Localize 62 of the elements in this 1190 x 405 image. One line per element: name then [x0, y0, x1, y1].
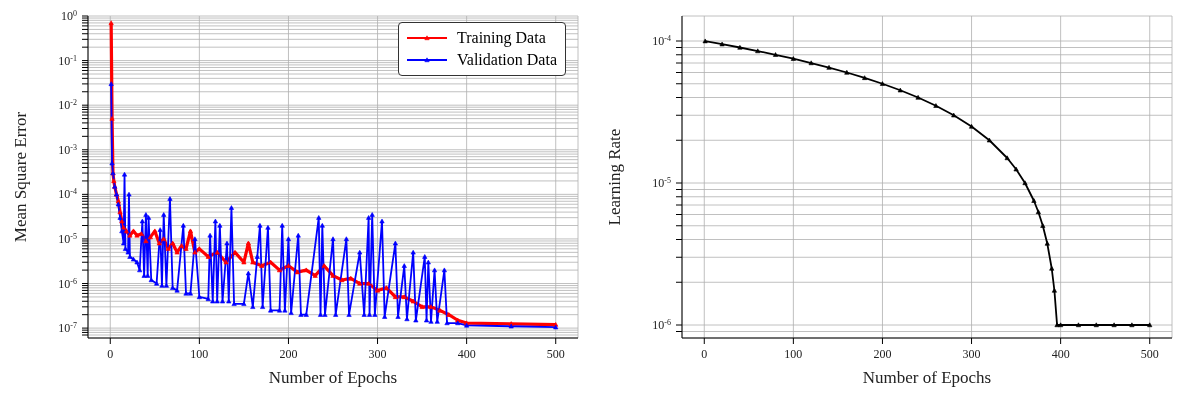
- point: [808, 60, 814, 66]
- point: [1129, 322, 1135, 328]
- point: [969, 124, 975, 129]
- point: [1051, 287, 1057, 293]
- point: [719, 41, 725, 47]
- y-tick-label: 10$^{-6}$: [58, 276, 77, 291]
- y-axis-title: Mean Square Error: [11, 111, 31, 243]
- y-axis-title: Learning Rate: [605, 128, 625, 226]
- point: [1022, 180, 1028, 186]
- x-tick-label: 400: [1051, 347, 1070, 361]
- point: [1040, 223, 1046, 228]
- x-tick-label: 500: [546, 347, 565, 361]
- point: [790, 56, 796, 61]
- point: [1054, 322, 1060, 328]
- point: [702, 38, 708, 44]
- y-tick-label: 10$^{0}$: [61, 8, 77, 23]
- y-tick-label: 10$^{-4}$: [652, 33, 671, 48]
- y-tick-label: 10$^{-6}$: [652, 317, 671, 332]
- point: [986, 137, 992, 143]
- point: [1147, 322, 1153, 328]
- point: [1049, 266, 1055, 271]
- x-tick-label: 100: [784, 347, 803, 361]
- point: [915, 95, 921, 100]
- y-tick-label: 10$^{-7}$: [58, 320, 77, 336]
- y-tick-label: 10$^{-4}$: [58, 186, 77, 202]
- point: [1075, 322, 1081, 328]
- y-tick-label: 10$^{-3}$: [58, 142, 77, 157]
- y-tick-label: 10$^{-1}$: [58, 53, 77, 68]
- legend-label: Training Data: [457, 28, 546, 49]
- legend-label: Validation Data: [457, 50, 557, 70]
- x-tick-label: 400: [457, 347, 476, 361]
- point: [897, 87, 903, 93]
- x-tick-label: 0: [701, 347, 708, 361]
- point: [1035, 209, 1041, 215]
- x-axis-title: Number of Epochs: [268, 368, 398, 387]
- point: [1004, 155, 1010, 161]
- x-tick-label: 500: [1140, 347, 1159, 361]
- point: [737, 45, 743, 50]
- y-tick-label: 10$^{-5}$: [652, 175, 671, 190]
- point: [879, 81, 885, 86]
- point: [826, 65, 832, 70]
- point: [844, 70, 850, 75]
- x-tick-label: 200: [873, 347, 892, 361]
- point: [773, 52, 779, 57]
- point: [755, 48, 761, 54]
- point: [933, 103, 939, 108]
- y-tick-label: 10$^{-5}$: [58, 231, 77, 246]
- point: [1111, 322, 1117, 328]
- point: [1058, 322, 1064, 328]
- x-tick-label: 300: [368, 347, 387, 361]
- point: [1031, 198, 1037, 203]
- point: [862, 75, 868, 80]
- x-tick-label: 200: [279, 347, 298, 361]
- x-tick-label: 300: [962, 347, 981, 361]
- point: [1093, 322, 1099, 328]
- point: [1044, 240, 1050, 246]
- y-tick-label: 10$^{-2}$: [58, 97, 77, 113]
- x-tick-label: 100: [190, 347, 209, 361]
- x-tick-label: 0: [107, 347, 114, 361]
- x-axis-title: Number of Epochs: [862, 368, 992, 387]
- point: [951, 112, 957, 118]
- point: [1013, 166, 1019, 172]
